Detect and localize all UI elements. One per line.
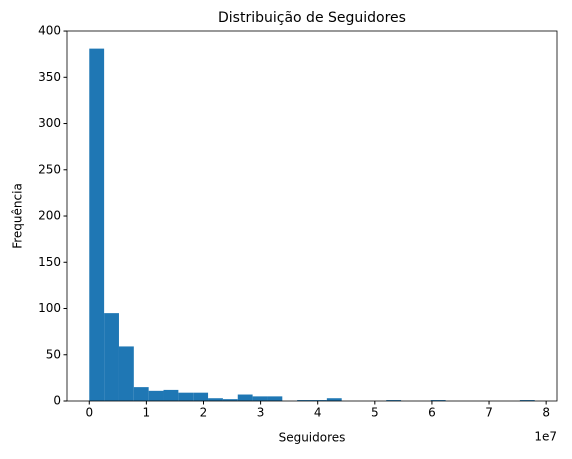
- y-tick-label: 300: [38, 116, 61, 130]
- y-axis-label: Frequência: [11, 183, 25, 249]
- x-tick-label: 1: [143, 406, 151, 420]
- bar: [430, 400, 446, 401]
- x-offset-label: 1e7: [534, 430, 557, 444]
- bar: [519, 400, 535, 401]
- y-tick-label: 0: [53, 394, 61, 408]
- chart-title: Distribuição de Seguidores: [218, 10, 406, 26]
- bar: [326, 398, 342, 401]
- bar: [118, 346, 134, 401]
- x-tick-label: 4: [314, 406, 322, 420]
- bar: [297, 400, 312, 401]
- plot-frame: [66, 30, 558, 402]
- y-tick-label: 250: [38, 162, 61, 176]
- bar: [104, 313, 119, 401]
- y-tick-label: 50: [46, 347, 61, 361]
- bar: [252, 396, 268, 401]
- x-tick-label: 6: [428, 406, 436, 420]
- bar: [312, 400, 327, 401]
- y-tick-label: 150: [38, 255, 61, 269]
- y-tick-label: 200: [38, 209, 61, 223]
- bar: [267, 396, 283, 401]
- x-tick-label: 7: [485, 406, 493, 420]
- x-tick-label: 0: [85, 406, 93, 420]
- bar: [163, 389, 179, 401]
- y-tick-label: 400: [38, 24, 61, 38]
- y-tick-label: 350: [38, 70, 61, 84]
- y-tick-label: 100: [38, 301, 61, 315]
- x-tick-label: 5: [371, 406, 379, 420]
- bar: [89, 48, 105, 401]
- x-tick-label: 8: [542, 406, 550, 420]
- bar: [386, 400, 402, 401]
- x-axis-label: Seguidores: [279, 431, 346, 445]
- x-tick-label: 2: [200, 406, 208, 420]
- x-tick-label: 3: [257, 406, 265, 420]
- bar: [178, 392, 194, 401]
- bar: [222, 399, 238, 401]
- bar: [148, 390, 164, 401]
- bar: [133, 387, 149, 401]
- bar: [208, 398, 223, 401]
- bar: [193, 392, 209, 401]
- bar: [237, 394, 253, 401]
